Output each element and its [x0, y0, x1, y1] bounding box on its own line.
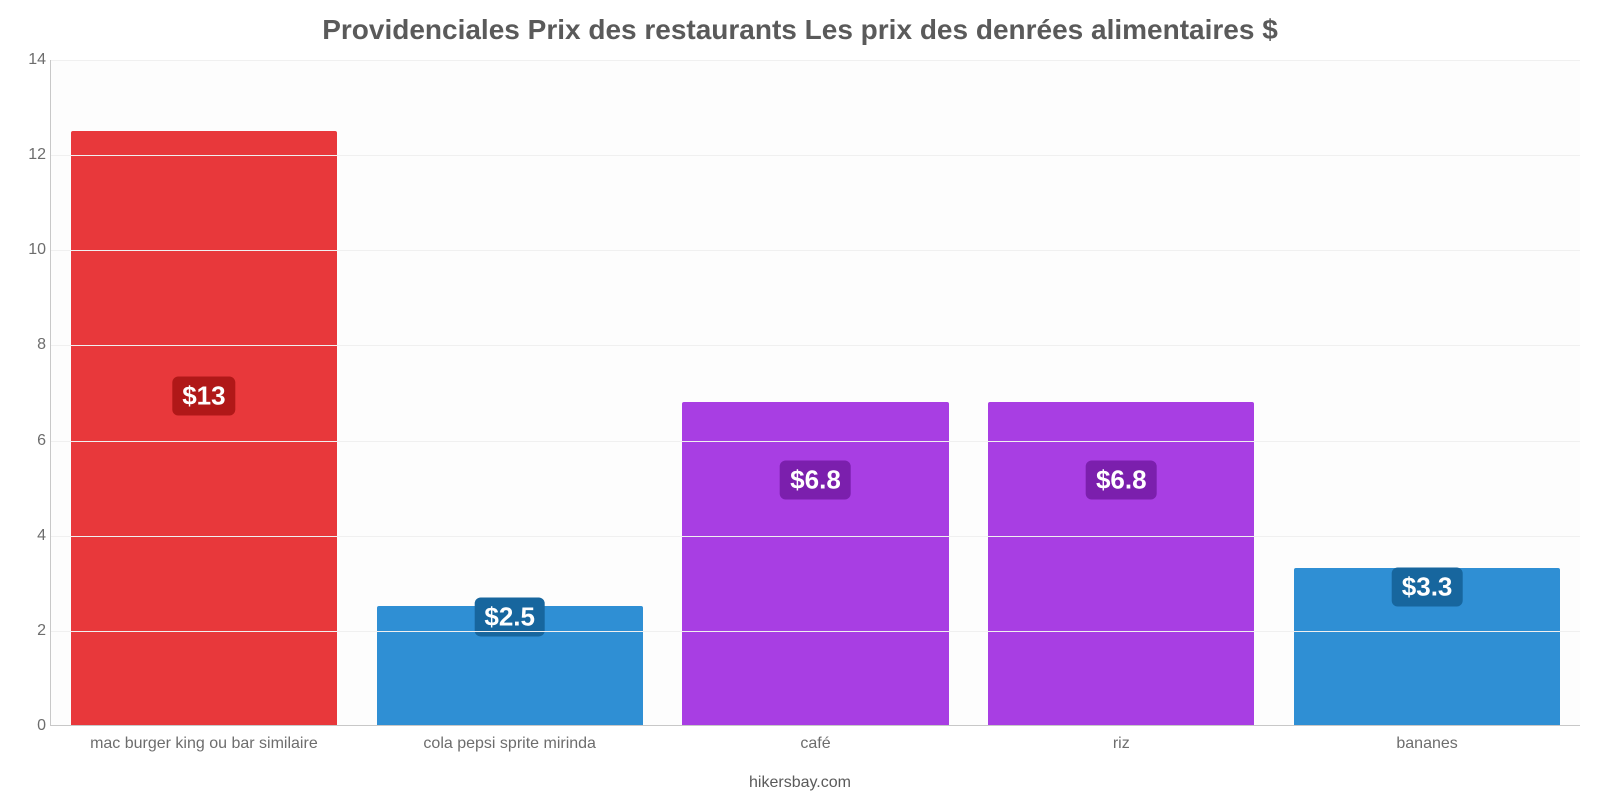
bar-value-label: $3.3 [1392, 567, 1463, 606]
y-tick-label: 8 [37, 336, 46, 354]
bar-slot: $2.5cola pepsi sprite mirinda [357, 60, 663, 725]
bar-value-label: $6.8 [1086, 461, 1157, 500]
y-tick-label: 4 [37, 527, 46, 545]
bar-slot: $6.8riz [968, 60, 1274, 725]
bar-value-label: $6.8 [780, 461, 851, 500]
y-tick-label: 2 [37, 622, 46, 640]
x-category-label: cola pepsi sprite mirinda [423, 735, 596, 753]
bar-value-label: $13 [172, 377, 235, 416]
bar: $13 [71, 131, 337, 725]
x-category-label: mac burger king ou bar similaire [90, 735, 318, 753]
grid-line [51, 60, 1580, 61]
grid-line [51, 345, 1580, 346]
y-tick-label: 0 [37, 717, 46, 735]
bar-slot: $13mac burger king ou bar similaire [51, 60, 357, 725]
bar: $3.3 [1294, 568, 1560, 725]
bar: $6.8 [988, 402, 1254, 725]
x-category-label: café [800, 735, 830, 753]
bar-slot: $3.3bananes [1274, 60, 1580, 725]
bar: $2.5 [377, 606, 643, 725]
grid-line [51, 631, 1580, 632]
bar-slot: $6.8café [663, 60, 969, 725]
bars-container: $13mac burger king ou bar similaire$2.5c… [51, 60, 1580, 725]
grid-line [51, 536, 1580, 537]
y-tick-label: 14 [28, 51, 46, 69]
y-tick-label: 6 [37, 432, 46, 450]
chart-footer: hikersbay.com [0, 774, 1600, 792]
plot-area: $13mac burger king ou bar similaire$2.5c… [50, 60, 1580, 726]
y-tick-label: 10 [28, 241, 46, 259]
grid-line [51, 250, 1580, 251]
grid-line [51, 155, 1580, 156]
x-category-label: riz [1113, 735, 1130, 753]
grid-line [51, 441, 1580, 442]
x-category-label: bananes [1396, 735, 1457, 753]
chart-title: Providenciales Prix des restaurants Les … [0, 14, 1600, 46]
y-tick-label: 12 [28, 146, 46, 164]
price-bar-chart: Providenciales Prix des restaurants Les … [0, 0, 1600, 800]
bar: $6.8 [682, 402, 948, 725]
